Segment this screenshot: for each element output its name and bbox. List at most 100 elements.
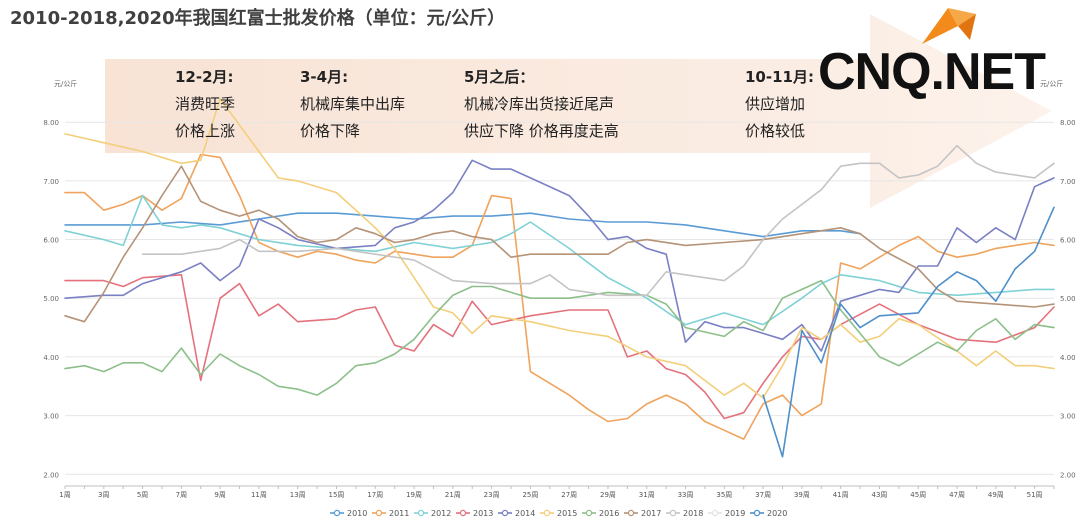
legend-label: 2019 [725,509,745,518]
legend-label: 2012 [431,509,451,518]
x-tick-label: 41周 [833,491,849,499]
legend-label: 2011 [389,509,409,518]
y-tick-label-right: 7.00 [1060,178,1076,186]
legend-item-2015[interactable]: 2015 [540,509,577,518]
x-tick-label: 3周 [98,491,109,499]
legend-swatch-marker [375,509,383,517]
series-line-2014 [64,159,1055,352]
legend-item-2010[interactable]: 2010 [330,509,367,518]
x-tick-label: 11周 [251,491,267,499]
legend-label: 2016 [599,509,619,518]
y-tick-label-right: 4.00 [1060,354,1076,362]
chart-title: 2010-2018,2020年我国红富士批发价格（单位：元/公斤） [10,8,506,29]
legend-swatch-marker [417,509,425,517]
x-tick-label: 23周 [484,491,500,499]
legend-item-2014[interactable]: 2014 [498,509,535,518]
legend-label: 2017 [641,509,661,518]
bird-icon [922,8,976,44]
series-line-2011 [64,153,1055,440]
annotation-3-title: 5月之后： [464,68,535,86]
legend-label: 2013 [473,509,493,518]
x-tick-label: 45周 [910,491,926,499]
x-tick-label: 7周 [176,491,187,499]
annotation-3-line-2: 供应下降 价格再度走高 [464,122,619,140]
x-tick-label: 47周 [949,491,965,499]
y-tick-label-left: 2.00 [43,471,59,479]
y-tick-label-right: 5.00 [1060,295,1076,303]
annotation-2-title: 3-4月: [300,68,349,86]
legend-label: 2015 [557,509,577,518]
x-tick-label: 51周 [1027,491,1043,499]
legend-item-2012[interactable]: 2012 [414,509,451,518]
x-tick-label: 31周 [639,491,655,499]
season-arrow-band [105,14,1052,208]
y-tick-label-left: 7.00 [43,178,59,186]
y-tick-label-right: 3.00 [1060,413,1076,421]
series-line-2010 [64,212,861,238]
y-tick-label-left: 6.00 [43,237,59,245]
annotation-4-title: 10-11月: [745,68,814,86]
annotation-4-line-1: 供应增加 [745,95,806,113]
y-tick-label-right: 8.00 [1060,119,1076,127]
series-line-2017 [64,165,1055,323]
x-tick-label: 21周 [445,491,461,499]
legend-item-2020[interactable]: 2020 [750,509,787,518]
x-tick-label: 43周 [872,491,888,499]
y-tick-label-left: 4.00 [43,354,59,362]
series-line-2020 [762,206,1055,458]
x-tick-label: 19周 [406,491,422,499]
x-tick-label: 39周 [794,491,810,499]
legend-label: 2014 [515,509,535,518]
annotation-1-line-1: 消费旺季 [175,95,236,113]
x-tick-label: 29周 [600,491,616,499]
y-tick-label-left: 8.00 [43,119,59,127]
legend-swatch-marker [669,509,677,517]
y-tick-label-right: 6.00 [1060,237,1076,245]
legend-label: 2020 [767,509,787,518]
annotation-2-line-2: 价格下降 [300,122,361,140]
y-axis-label-left: 元/公斤 [54,79,77,88]
x-tick-label: 33周 [678,491,694,499]
logo-text: CNQ.NET [818,43,1046,101]
annotation-3-line-1: 机械冷库出货接近尾声 [464,95,615,113]
y-tick-label-right: 2.00 [1060,471,1076,479]
legend-label: 2018 [683,509,703,518]
legend-swatch-marker [753,509,761,517]
legend-swatch-marker [543,509,551,517]
series-line-2012 [64,194,1055,326]
annotation-1-title: 12-2月: [175,68,234,86]
x-tick-label: 27周 [561,491,577,499]
legend-item-2016[interactable]: 2016 [582,509,619,518]
x-tick-label: 13周 [290,491,306,499]
x-tick-label: 9周 [214,491,225,499]
series-line-2018 [141,144,1055,297]
x-tick-label: 25周 [522,491,538,499]
x-tick-label: 15周 [329,491,345,499]
legend: 2010 2011 2012 2013 2014 2015 2016 2017 2018 2019… [330,509,787,518]
legend-swatch-marker [333,509,341,517]
legend-item-2018[interactable]: 2018 [666,509,703,518]
legend-item-2019[interactable]: 2019 [708,509,745,518]
series-line-2015 [64,97,1055,399]
x-tick-label: 49周 [988,491,1004,499]
legend-swatch-marker [627,509,635,517]
annotation-2-line-1: 机械库集中出库 [300,95,406,113]
series-line-2013 [64,274,1055,420]
legend-swatch-marker [711,509,719,517]
legend-swatch-marker [459,509,467,517]
legend-item-2011[interactable]: 2011 [372,509,409,518]
y-tick-label-left: 5.00 [43,295,59,303]
y-axis-label-right: 元/公斤 [1040,79,1063,88]
x-tick-label: 5周 [137,491,148,499]
series-line-2016 [64,279,1055,396]
legend-swatch-marker [585,509,593,517]
x-tick-label: 1周 [59,491,70,499]
annotation-1-line-2: 价格上涨 [175,122,236,140]
cnq-logo: CNQ.NET [818,6,1080,101]
legend-item-2017[interactable]: 2017 [624,509,661,518]
series-lines [64,97,1055,458]
legend-swatch-marker [501,509,509,517]
annotation-4-line-2: 价格较低 [745,122,806,140]
x-tick-label: 37周 [755,491,771,499]
legend-item-2013[interactable]: 2013 [456,509,493,518]
